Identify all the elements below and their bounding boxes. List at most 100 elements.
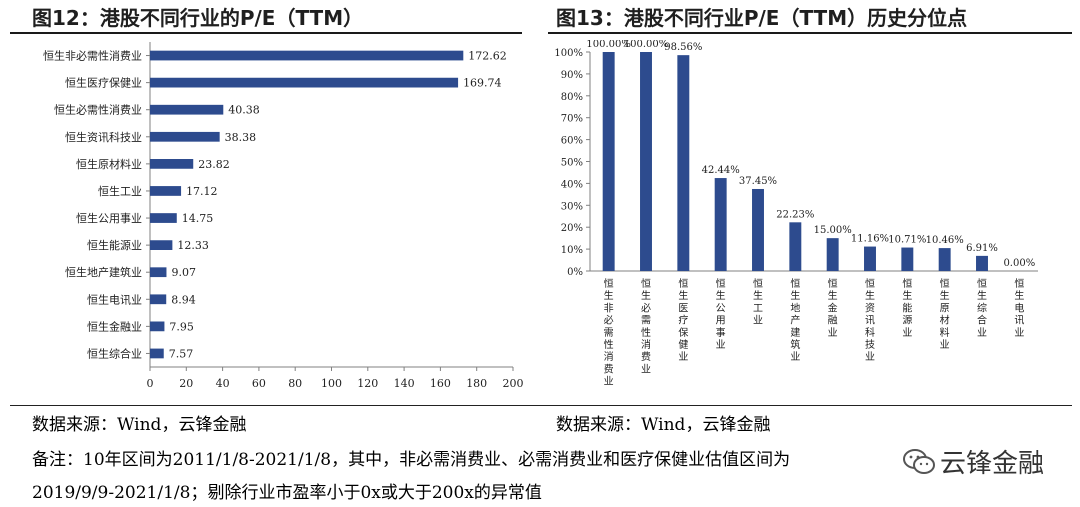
category-label-char: 恒 (1014, 277, 1024, 290)
x-tick-label: 40 (216, 377, 230, 390)
y-tick-label: 50% (561, 158, 583, 169)
data-label: 37.45% (739, 176, 777, 187)
bar (150, 348, 164, 359)
y-tick-label: 40% (561, 179, 583, 190)
category-label-char: 能 (902, 301, 912, 314)
category-label-char: 恒 (828, 277, 838, 290)
data-label: 12.33 (177, 239, 209, 252)
data-label: 0.00% (1003, 258, 1035, 269)
category-label: 恒生原材料业 (940, 277, 950, 351)
data-label: 23.82 (198, 158, 230, 171)
category-label-char: 原 (940, 302, 950, 314)
category-label-char: 技 (865, 338, 875, 351)
bar (826, 238, 839, 271)
category-label-char: 电 (1014, 301, 1024, 314)
x-tick-label: 120 (357, 377, 378, 390)
category-label-char: 疗 (678, 314, 688, 327)
category-label-char: 用 (716, 316, 726, 327)
category-label: 恒生电讯业 (87, 292, 142, 306)
data-label: 17.12 (186, 185, 218, 198)
y-tick-label: 100% (554, 48, 583, 59)
category-label-char: 业 (828, 327, 838, 339)
category-label-char: 非 (604, 302, 614, 314)
category-label-char: 业 (940, 339, 950, 351)
data-label: 98.56% (664, 42, 702, 53)
category-label-char: 恒 (865, 277, 875, 290)
category-label-char: 源 (902, 314, 912, 327)
x-tick-label: 100 (321, 377, 342, 390)
category-label-char: 讯 (865, 315, 875, 327)
category-label-char: 消 (641, 338, 651, 351)
x-tick-label: 20 (179, 377, 193, 390)
category-label-char: 生 (641, 289, 651, 302)
category-label-char: 保 (678, 326, 688, 339)
category-label: 恒生必需性消费业 (54, 103, 142, 117)
y-tick-label: 90% (561, 70, 583, 81)
category-label-char: 生 (790, 289, 800, 302)
category-label-char: 性 (641, 326, 651, 339)
category-label: 恒生电讯业 (1014, 277, 1024, 339)
bar (677, 55, 690, 272)
category-label-char: 资 (865, 302, 875, 314)
y-tick-label: 80% (561, 92, 583, 103)
data-label: 9.07 (171, 266, 196, 279)
category-label-char: 金 (828, 301, 838, 314)
category-label-char: 生 (902, 289, 912, 302)
y-tick-label: 10% (561, 245, 583, 256)
bar (938, 248, 951, 271)
data-label: 10.46% (926, 235, 964, 246)
data-label: 8.94 (171, 293, 196, 306)
category-label-char: 业 (678, 351, 688, 363)
right-title-divider (548, 32, 1072, 34)
x-tick-label: 160 (430, 377, 451, 390)
y-tick-label: 70% (561, 114, 583, 125)
category-label: 恒生工业 (753, 277, 763, 327)
x-tick-label: 0 (147, 377, 154, 390)
watermark-text: 云锋金融 (940, 449, 1045, 479)
category-label-char: 恒 (678, 277, 688, 290)
bar (150, 240, 173, 250)
bar (150, 294, 167, 305)
category-label-char: 科 (865, 326, 875, 339)
bar (752, 188, 764, 271)
category-label-char: 融 (828, 315, 838, 327)
category-label: 恒生公用事业 (76, 211, 142, 225)
category-label-char: 恒 (977, 277, 987, 290)
data-label: 38.38 (225, 131, 257, 144)
category-label: 恒生必需性消费业 (641, 277, 651, 375)
x-tick-label: 180 (466, 377, 487, 390)
right-chart-title: 图13：港股不同行业P/E（TTM）历史分位点 (556, 6, 968, 30)
category-label: 恒生金融业 (828, 277, 838, 339)
category-label-char: 事 (716, 326, 726, 339)
category-label-char: 费 (604, 362, 614, 375)
category-label-char: 必 (641, 301, 651, 314)
category-label-char: 需 (604, 327, 614, 339)
data-label: 6.91% (966, 243, 998, 254)
bar (150, 50, 464, 61)
category-label-char: 产 (790, 314, 800, 327)
category-label: 恒生资讯科技业 (65, 130, 142, 144)
category-label-char: 业 (753, 315, 763, 327)
bar (150, 104, 224, 115)
data-label: 172.62 (468, 50, 507, 63)
category-label: 恒生非必需性消费业 (43, 49, 142, 63)
category-label-char: 恒 (716, 277, 726, 290)
category-label-char: 恒 (641, 277, 651, 290)
x-tick-label: 200 (503, 377, 524, 390)
category-label: 恒生公用事业 (716, 277, 726, 351)
left-chart-title: 图12：港股不同行业的P/E（TTM） (32, 6, 364, 30)
category-label-char: 料 (940, 326, 950, 339)
category-label: 恒生医疗保健业 (678, 277, 688, 363)
bar (150, 131, 220, 142)
data-label: 7.95 (169, 320, 194, 333)
category-label-char: 生 (604, 289, 614, 302)
category-label-char: 消 (604, 350, 614, 363)
category-label-char: 筑 (790, 338, 800, 351)
bar (602, 52, 615, 271)
bar (150, 77, 459, 88)
category-label-char: 医 (678, 302, 688, 314)
category-label-char: 需 (641, 315, 651, 327)
category-label-char: 生 (1014, 289, 1024, 302)
data-label: 169.74 (463, 77, 502, 90)
category-label: 恒生地产建筑业 (65, 265, 142, 279)
